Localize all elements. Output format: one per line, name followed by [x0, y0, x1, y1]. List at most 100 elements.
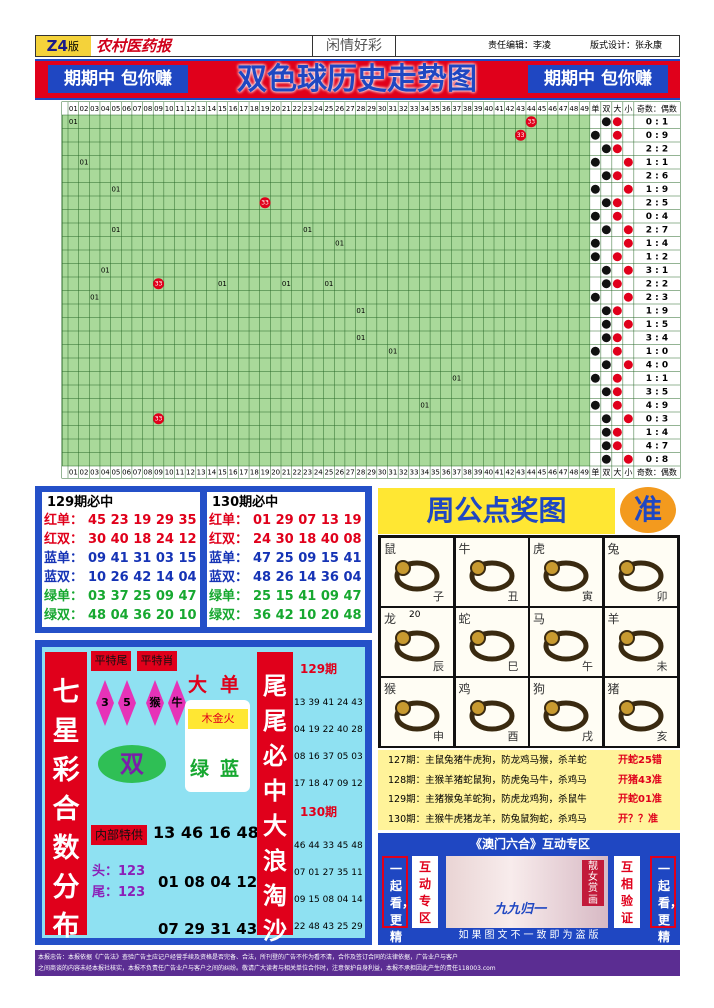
- zodiac-name: 牛: [458, 542, 471, 556]
- art-body: [543, 560, 589, 592]
- column-footer: 33: [410, 469, 419, 477]
- column-footer: 06: [122, 469, 131, 477]
- diamond-label: 3: [101, 696, 109, 709]
- ball-label: 33: [155, 415, 163, 422]
- ratio: 0 : 9: [646, 131, 668, 141]
- size-dot: [612, 252, 622, 262]
- zodiac-art: [543, 700, 589, 732]
- column-header: 34: [420, 105, 429, 113]
- tail-numbers: 46 44 33 45 48: [294, 841, 363, 851]
- ratio: 2 : 5: [646, 198, 668, 208]
- size-dot: [612, 346, 622, 356]
- extra-footer: 大: [613, 467, 621, 477]
- size-dot: [612, 441, 622, 451]
- footer-line: 本报忠告：本报依据《广告法》查验广告主应记户经营手续及资格是否完备、合法，所刊登…: [38, 954, 459, 961]
- column-footer: 23: [303, 469, 312, 477]
- ratio: 1 : 5: [646, 320, 668, 330]
- ratio: 0 : 1: [646, 117, 668, 127]
- column-header: 12: [186, 105, 195, 113]
- pick-numbers: 30 40 18 24 12: [88, 532, 197, 547]
- prediction-text: 130期：主猴牛虎猪龙羊，防兔鼠狗蛇，杀鸡马: [388, 813, 587, 825]
- art-body: [469, 630, 514, 662]
- image-text: 九九归一: [493, 902, 546, 917]
- ratio: 3 : 1: [646, 266, 668, 276]
- column-header: 18: [250, 105, 259, 113]
- hit-label: 01: [80, 158, 89, 166]
- hit-label: 01: [90, 293, 99, 301]
- pick-label: 红单：: [209, 513, 249, 528]
- pick-numbers: 03 37 25 09 47: [88, 589, 197, 604]
- art-body: [394, 630, 440, 662]
- designer: 版式设计：张永康: [590, 41, 663, 51]
- art-head: [544, 630, 560, 646]
- zodiac-art: [618, 630, 663, 662]
- hit-label: 01: [324, 280, 333, 288]
- zodiac-cell: 马午: [530, 608, 602, 676]
- column-header: 29: [367, 105, 376, 113]
- parity-dot: [590, 292, 600, 302]
- green: 绿: [190, 758, 210, 780]
- diamond: [96, 680, 114, 726]
- banner-title: 双色球历史走势图: [237, 62, 477, 97]
- ratio: 2 : 2: [646, 144, 668, 154]
- zodiac-branch: 戌: [582, 730, 593, 743]
- column-footer: 39: [474, 469, 483, 477]
- hit-label: 01: [356, 307, 365, 315]
- hit-label: 01: [218, 280, 227, 288]
- column-header: 46: [548, 105, 557, 113]
- column-header: 21: [282, 105, 291, 113]
- ball-label: 33: [527, 118, 535, 125]
- zodiac-note: 20: [409, 610, 421, 620]
- column-footer: 40: [484, 469, 493, 477]
- zodiac-name: 羊: [607, 612, 620, 626]
- hit-label: 01: [101, 266, 110, 274]
- column-footer: 21: [282, 469, 291, 477]
- image-caption: 靓女赏画: [582, 860, 604, 906]
- ratio: 1 : 1: [646, 374, 668, 384]
- zodiac-branch: 申: [433, 730, 444, 743]
- pick-label: 蓝双：: [44, 570, 84, 585]
- column-header: 35: [431, 105, 440, 113]
- prediction-result: 开猪43准: [618, 774, 662, 786]
- column-header: 24: [314, 105, 323, 113]
- pick-numbers: 47 25 09 15 41: [253, 551, 362, 566]
- zodiac-name: 猪: [607, 682, 620, 696]
- parity-dot: [601, 225, 611, 235]
- size-dot: [612, 427, 622, 437]
- column-footer: 28: [356, 469, 365, 477]
- period: 129期: [300, 662, 338, 676]
- elements: 木金火: [188, 709, 248, 729]
- column-footer: 46: [548, 469, 557, 477]
- blue: 蓝: [220, 758, 240, 780]
- pick-numbers: 48 26 14 36 04: [253, 570, 362, 585]
- hit-label: 01: [69, 118, 78, 126]
- size-dot: [612, 306, 622, 316]
- paper-name: 农村医药报: [96, 37, 172, 55]
- size-dot: [623, 184, 633, 194]
- column-footer: 31: [388, 469, 397, 477]
- parity-dot: [590, 373, 600, 383]
- size-dot: [612, 198, 622, 208]
- parity-dot: [601, 414, 611, 424]
- zodiac-name: 兔: [607, 542, 620, 556]
- column-footer: 18: [250, 469, 259, 477]
- column-header: 30: [378, 105, 387, 113]
- warning: 如果图文不一致即为盗版: [458, 930, 602, 941]
- size-dot: [623, 292, 633, 302]
- column-header: 23: [303, 105, 312, 113]
- ratio-header: 奇数：偶数: [637, 104, 677, 114]
- zodiac-branch: 寅: [582, 590, 593, 603]
- tail: 尾：123: [92, 885, 146, 900]
- size-dot: [623, 360, 633, 370]
- parity-dot: [601, 333, 611, 343]
- column-footer: 08: [143, 469, 152, 477]
- ratio: 0 : 3: [646, 414, 668, 424]
- hit-label: 01: [303, 226, 312, 234]
- size-dot: [612, 144, 622, 154]
- column-header: 20: [271, 105, 280, 113]
- art-body: [469, 700, 514, 732]
- zodiac-name: 马: [533, 612, 546, 626]
- column-header: 41: [495, 105, 504, 113]
- prediction-text: 127期：主鼠兔猪牛虎狗，防龙鸡马猴，杀羊蛇: [388, 755, 587, 766]
- extra-footer: 单: [591, 467, 599, 477]
